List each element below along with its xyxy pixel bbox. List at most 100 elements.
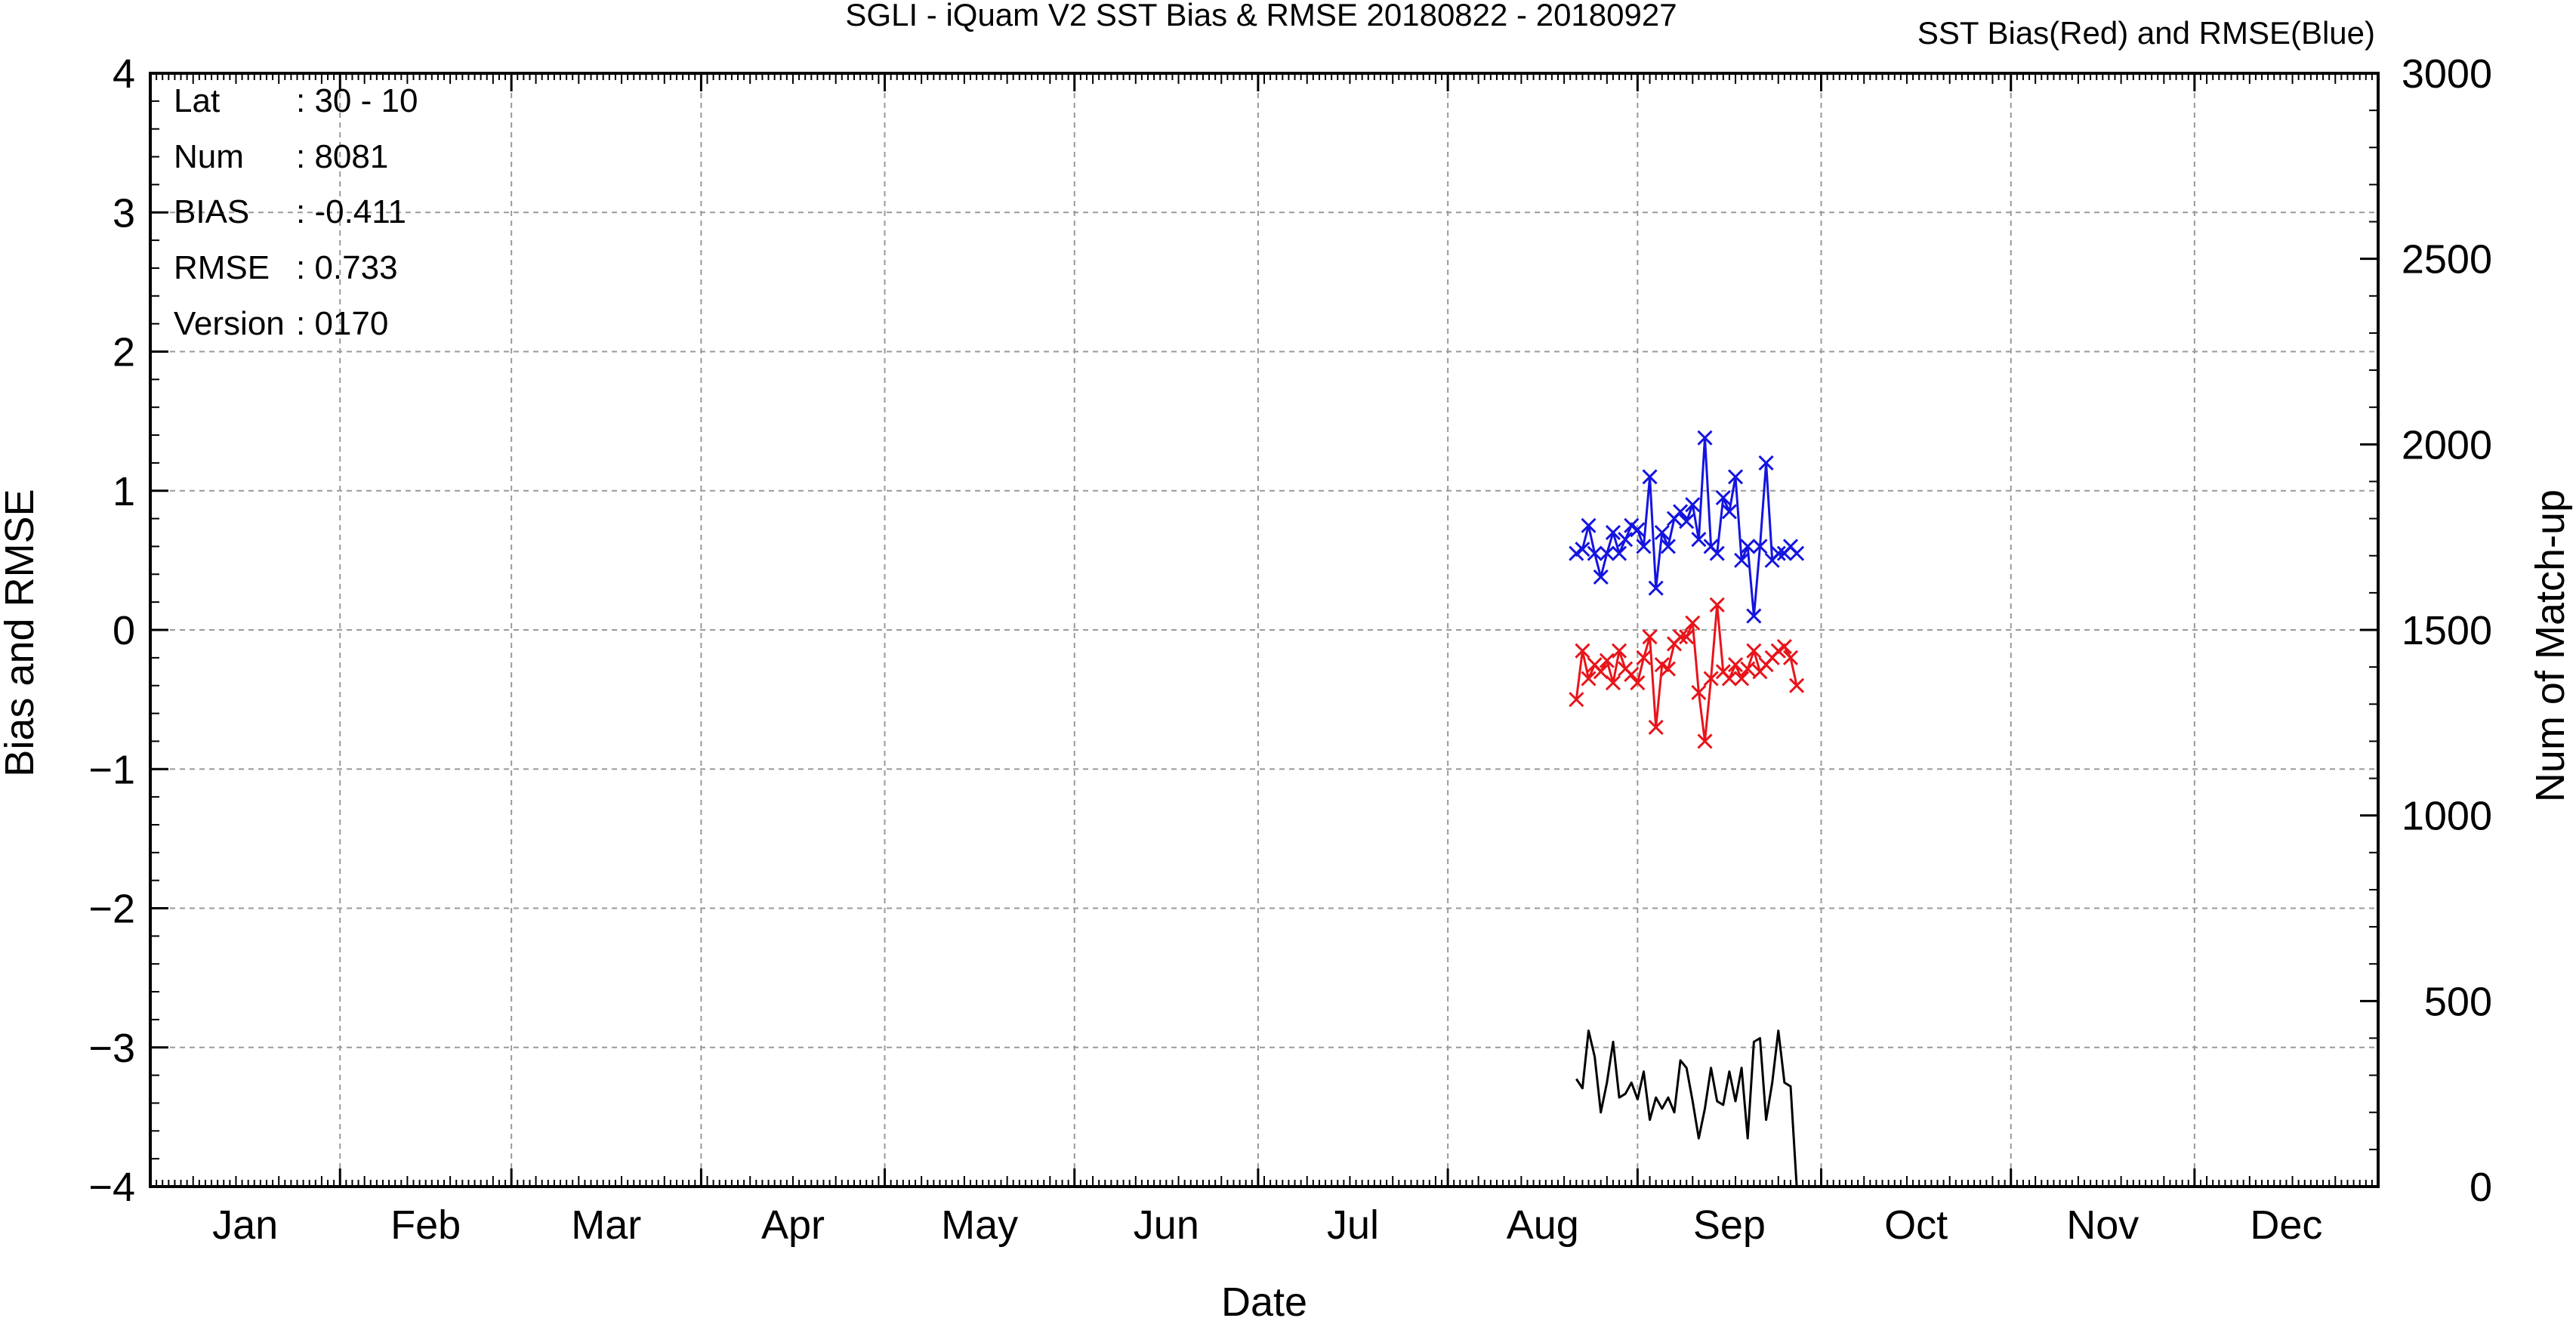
bias-point <box>1611 643 1627 659</box>
bias-point <box>1721 671 1737 687</box>
bias-point <box>1581 671 1597 687</box>
bias-point <box>1685 615 1701 631</box>
rmse-point <box>1605 524 1621 541</box>
plot-frame <box>149 72 2380 1188</box>
bias-point <box>1709 597 1725 613</box>
rmse-point <box>1593 569 1609 585</box>
y-tick-label: 1 <box>113 469 135 514</box>
x-tick-label: Jun <box>1134 1202 1199 1248</box>
y-tick-label: −4 <box>88 1165 135 1210</box>
info-value-lat: : 30 - 10 <box>296 82 418 119</box>
x-tick-label: Apr <box>761 1202 825 1248</box>
y-axis-tick-labels: −4 −3 −2 −1 0 1 2 3 4 <box>88 51 135 1210</box>
x-tick-label: Jan <box>212 1202 278 1248</box>
bias-point <box>1697 733 1713 749</box>
rmse-point <box>1770 545 1786 561</box>
info-value-rmse: : 0.733 <box>296 249 398 286</box>
y2-tick-label: 0 <box>2470 1165 2492 1210</box>
y-tick-label: 3 <box>113 190 135 236</box>
info-label-bias: BIAS <box>174 193 249 230</box>
y2-tick-label: 2000 <box>2402 422 2492 468</box>
rmse-point <box>1740 539 1756 554</box>
bias-point <box>1679 629 1695 645</box>
y2-tick-label: 1000 <box>2402 794 2492 839</box>
rmse-point <box>1685 497 1701 513</box>
x-axis-label: Date <box>1221 1279 1307 1318</box>
x-tick-label: Sep <box>1693 1202 1766 1248</box>
y-tick-label: 4 <box>113 51 135 97</box>
bias-point <box>1734 671 1750 687</box>
rmse-point <box>1599 545 1615 561</box>
info-version-mask <box>291 306 297 344</box>
rmse-point <box>1654 524 1670 541</box>
y-tick-label: −3 <box>88 1026 135 1071</box>
y2-tick-label: 1500 <box>2402 608 2492 653</box>
bias-point <box>1740 661 1756 677</box>
info-label-version: Version <box>174 305 285 342</box>
bias-point <box>1630 674 1646 691</box>
rmse-point <box>1789 545 1805 561</box>
rmse-point <box>1673 504 1689 520</box>
rmse-point <box>1734 552 1750 568</box>
y-axis-label: Bias and RMSE <box>0 489 42 776</box>
rmse-point <box>1660 539 1676 554</box>
y2-axis-tick-labels: 0 500 1000 1500 2000 2500 3000 <box>2402 51 2492 1210</box>
y-tick-label: −1 <box>88 747 135 792</box>
rmse-point <box>1727 469 1744 485</box>
x-tick-label: May <box>941 1202 1018 1248</box>
x-tick-label: Mar <box>571 1202 641 1248</box>
rmse-point <box>1697 430 1713 446</box>
x-tick-label: Oct <box>1884 1202 1948 1248</box>
y2-tick-label: 500 <box>2424 979 2492 1024</box>
bias-point <box>1673 629 1689 645</box>
y2-axis-label: Num of Match-up <box>2528 489 2573 802</box>
series-layer <box>1569 430 1805 1187</box>
bias-point <box>1660 661 1676 677</box>
chart-title: SGLI - iQuam V2 SST Bias & RMSE 20180822… <box>845 0 1677 32</box>
x-tick-label: Dec <box>2250 1202 2322 1248</box>
rmse-point <box>1715 489 1731 506</box>
rmse-point <box>1587 545 1603 561</box>
bias-point <box>1575 643 1590 659</box>
y2-tick-label: 3000 <box>2402 51 2492 97</box>
rmse-point <box>1611 545 1627 561</box>
rmse-point <box>1630 522 1646 538</box>
rmse-point <box>1758 455 1774 471</box>
rmse-point <box>1752 539 1768 554</box>
rmse-point <box>1642 469 1658 485</box>
bias-point <box>1599 653 1615 668</box>
info-value-version: : 0170 <box>296 305 388 342</box>
rmse-point <box>1679 514 1695 529</box>
bias-point <box>1789 678 1805 693</box>
rmse-point <box>1746 608 1762 624</box>
y-tick-label: 2 <box>113 330 135 375</box>
y-tick-label: −2 <box>88 887 135 932</box>
info-value-num: : 8081 <box>296 138 388 175</box>
chart-subtitle: SST Bias(Red) and RMSE(Blue) <box>1917 15 2375 51</box>
bias-point <box>1782 650 1799 665</box>
rmse-point <box>1636 539 1652 554</box>
info-label-rmse: RMSE <box>174 249 270 286</box>
rmse-point <box>1709 545 1725 561</box>
bias-point <box>1648 719 1664 736</box>
bias-point <box>1746 643 1762 659</box>
bias-point <box>1624 666 1640 683</box>
grid-lines <box>150 73 2378 1187</box>
info-label-lat: Lat <box>174 82 220 119</box>
rmse-point <box>1581 517 1597 533</box>
info-label-num: Num <box>174 138 244 175</box>
rmse-point <box>1648 580 1664 596</box>
y2-tick-label: 2500 <box>2402 237 2492 282</box>
x-tick-label: Jul <box>1327 1202 1379 1248</box>
rmse-point <box>1721 504 1737 520</box>
bias-point <box>1605 674 1621 691</box>
bias-point <box>1642 629 1658 645</box>
info-value-bias: : -0.411 <box>296 193 406 230</box>
rmse-point <box>1618 532 1634 548</box>
x-tick-label: Nov <box>2066 1202 2139 1248</box>
bias-point <box>1703 671 1719 687</box>
x-tick-label: Aug <box>1507 1202 1579 1248</box>
bias-point <box>1776 639 1792 655</box>
